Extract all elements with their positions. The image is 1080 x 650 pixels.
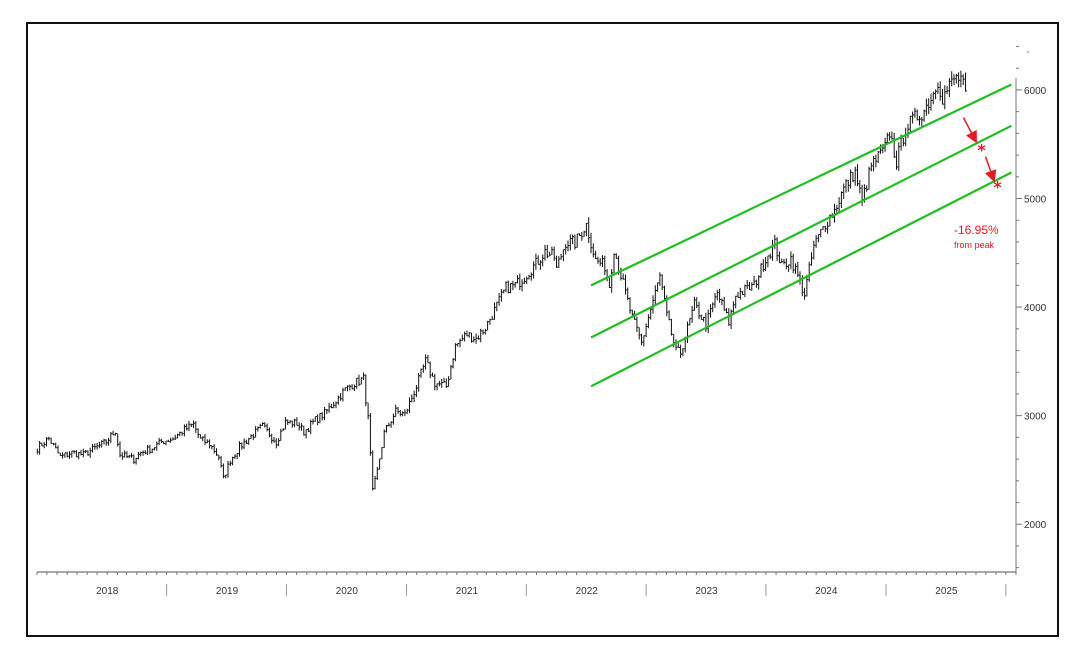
projection-arrow-1: [962, 117, 977, 144]
y-tick-label-2000: 2000: [1024, 520, 1047, 531]
projection-layer: **: [962, 117, 1002, 197]
x-tick-label-2020: 2020: [336, 586, 359, 597]
projection-star-2: *: [993, 178, 1002, 197]
channel-layer: [590, 83, 1012, 388]
x-tick-label-2019: 2019: [216, 586, 239, 597]
chart-frame: [26, 22, 1059, 637]
x-tick-label-2025: 2025: [935, 586, 958, 597]
projection-star-1: *: [977, 141, 986, 160]
x-tick-label-2018: 2018: [96, 586, 119, 597]
y-tick-label-5000: 5000: [1024, 195, 1047, 206]
channel-line-1: [590, 83, 1012, 287]
y-tick-label-3000: 3000: [1024, 412, 1047, 423]
x-tick-label-2022: 2022: [576, 586, 599, 597]
annotation-from-peak-label: from peak: [954, 240, 995, 250]
y-tick-label-4000: 4000: [1024, 303, 1047, 314]
annotation-pct-label: -16.95%: [954, 223, 999, 237]
y-tick-label-6000: 6000: [1024, 86, 1047, 97]
axis-layer: 2000 3000 4000 5000 6000 2018 2019 2020 2021 2022…: [36, 46, 1047, 597]
price-layer: [36, 70, 968, 491]
projection-arrow-2: [984, 156, 997, 183]
x-tick-label-2024: 2024: [815, 586, 838, 597]
x-tick-label-2021: 2021: [456, 586, 479, 597]
x-tick-label-2023: 2023: [695, 586, 718, 597]
channel-line-2: [590, 124, 1012, 339]
channel-line-3: [590, 171, 1012, 388]
price-bars: [36, 70, 968, 491]
